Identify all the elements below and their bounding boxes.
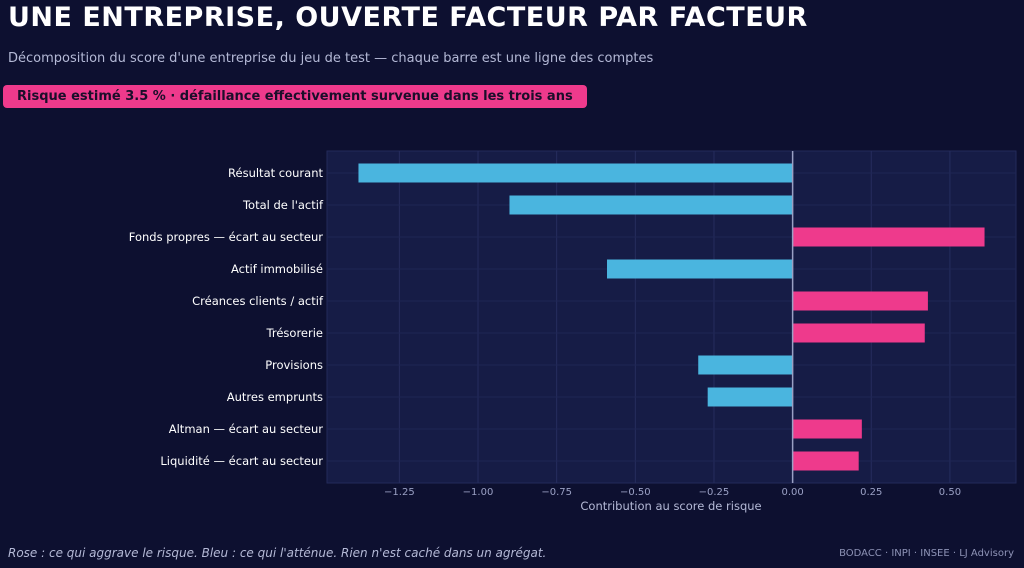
category-label: Résultat courant bbox=[228, 166, 323, 180]
bar bbox=[707, 387, 793, 407]
x-axis-label: Contribution au score de risque bbox=[580, 499, 761, 513]
risk-badge: Risque estimé 3.5 % · défaillance effect… bbox=[3, 85, 587, 108]
bar bbox=[792, 291, 928, 311]
bar bbox=[792, 451, 859, 471]
category-label: Total de l'actif bbox=[242, 198, 324, 212]
page-subtitle: Décomposition du score d'une entreprise … bbox=[8, 51, 654, 66]
bar bbox=[358, 163, 793, 183]
category-label: Trésorerie bbox=[266, 326, 323, 340]
x-tick-label: −0.50 bbox=[620, 487, 651, 498]
bar bbox=[698, 355, 793, 375]
bars bbox=[358, 163, 985, 471]
category-label: Liquidité — écart au secteur bbox=[160, 454, 323, 468]
x-tick-label: 0.50 bbox=[939, 487, 961, 498]
category-label: Provisions bbox=[265, 358, 323, 372]
page-title: UNE ENTREPRISE, OUVERTE FACTEUR PAR FACT… bbox=[8, 2, 808, 33]
bar bbox=[792, 227, 985, 247]
category-label: Autres emprunts bbox=[227, 390, 323, 404]
bar bbox=[792, 323, 925, 343]
x-tick-label: 0.25 bbox=[860, 487, 882, 498]
x-tick-labels: −1.25 −1.00 −0.75 −0.50 −0.25 0.00 0.25 0.50 bbox=[384, 487, 961, 498]
bar bbox=[607, 259, 793, 279]
category-label: Altman — écart au secteur bbox=[169, 422, 324, 436]
x-tick-label: −1.25 bbox=[384, 487, 415, 498]
bar bbox=[509, 195, 793, 215]
x-tick-label: −1.00 bbox=[463, 487, 494, 498]
source-credits: BODACC · INPI · INSEE · LJ Advisory bbox=[839, 548, 1014, 559]
x-tick-label: −0.75 bbox=[541, 487, 572, 498]
footnote: Rose : ce qui aggrave le risque. Bleu : … bbox=[8, 546, 547, 560]
category-label: Créances clients / actif bbox=[192, 294, 324, 308]
x-tick-label: −0.25 bbox=[699, 487, 730, 498]
bar bbox=[792, 419, 862, 439]
category-label: Actif immobilisé bbox=[231, 262, 323, 276]
category-label: Fonds propres — écart au secteur bbox=[129, 230, 324, 244]
category-labels: Résultat courant Total de l'actif Fonds pr… bbox=[129, 166, 324, 468]
x-tick-label: 0.00 bbox=[781, 487, 803, 498]
